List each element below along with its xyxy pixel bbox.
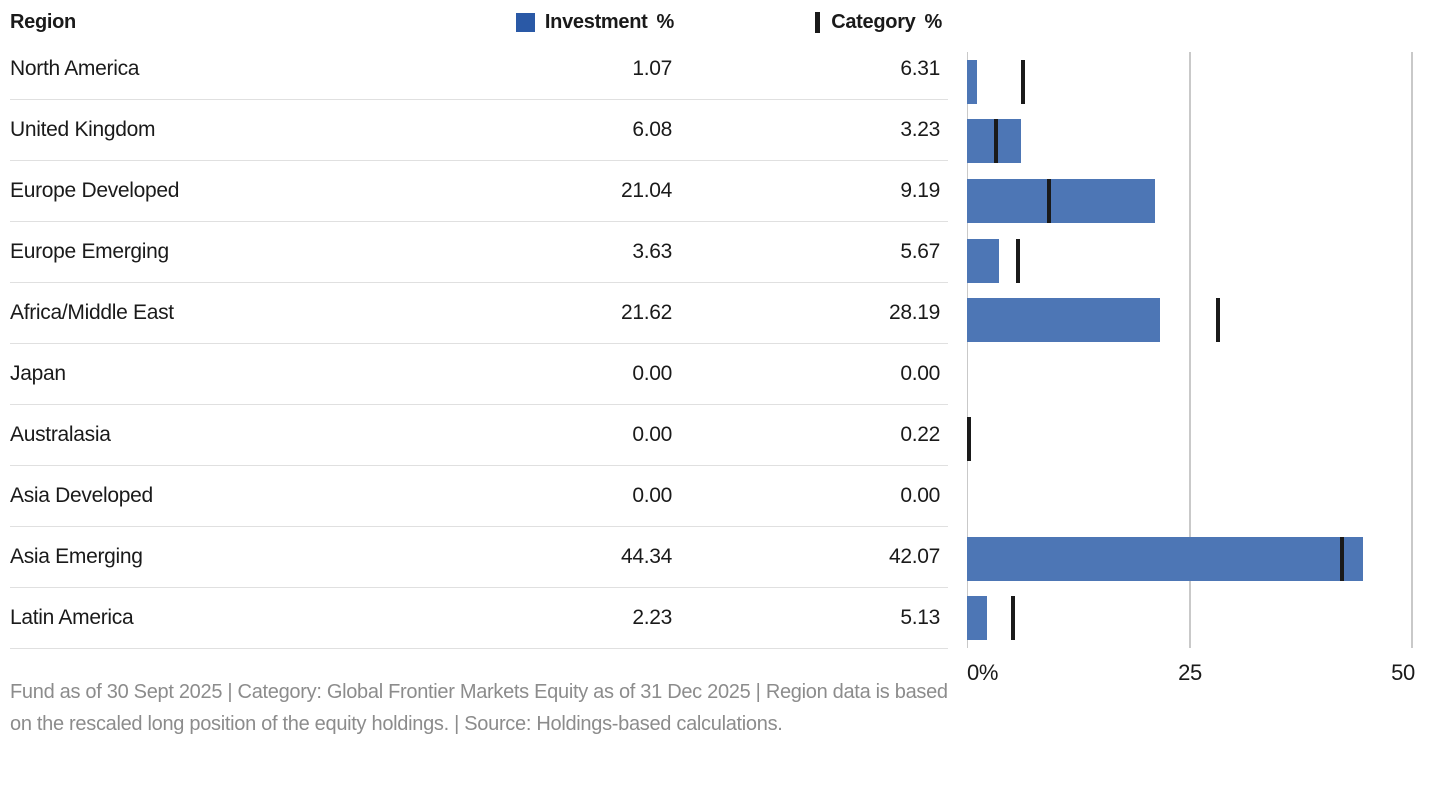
region-name: Europe Emerging [10, 240, 169, 263]
investment-swatch-icon [515, 13, 535, 32]
legend-category-unit: % [924, 11, 943, 33]
category-tick [1216, 298, 1221, 343]
footnote-text: Fund as of 30 Sept 2025 | Category: Glob… [10, 681, 948, 735]
region-name: North America [10, 57, 140, 80]
table-row: North America 1.07 6.31 [10, 39, 948, 100]
investment-value: 0.00 [632, 423, 672, 446]
investment-bar [967, 178, 1155, 223]
category-tick [993, 119, 998, 164]
category-tick [1010, 596, 1015, 641]
category-swatch-icon [815, 12, 821, 33]
region-name: Asia Developed [10, 484, 153, 507]
table-row: Europe Emerging 3.63 5.67 [10, 222, 948, 283]
category-value: 6.31 [900, 57, 940, 80]
category-value: 5.67 [900, 240, 940, 263]
region-name: United Kingdom [10, 118, 156, 141]
region-name: Japan [10, 362, 66, 385]
category-value: 0.00 [900, 484, 940, 507]
chart-band [967, 52, 1413, 112]
region-exposure-table: Region Investment % Category % North Ame… [10, 6, 948, 649]
legend-category: Category % [680, 11, 948, 34]
table-row: United Kingdom 6.08 3.23 [10, 100, 948, 161]
category-tick [1046, 178, 1051, 223]
investment-bar [967, 298, 1160, 343]
region-name: Europe Developed [10, 179, 180, 202]
investment-value: 0.00 [632, 484, 672, 507]
category-value: 28.19 [888, 301, 940, 324]
category-tick [1015, 238, 1020, 283]
category-value: 5.13 [900, 606, 940, 629]
investment-bar [967, 596, 987, 641]
chart-band [967, 588, 1413, 648]
region-name: Asia Emerging [10, 545, 143, 568]
table-row: Asia Emerging 44.34 42.07 [10, 527, 948, 588]
investment-value: 21.04 [620, 179, 672, 202]
gridline-50 [1411, 52, 1413, 648]
investment-bar [967, 238, 1000, 283]
table-row: Africa/Middle East 21.62 28.19 [10, 283, 948, 344]
investment-bar [967, 536, 1363, 581]
table-row: Europe Developed 21.04 9.19 [10, 161, 948, 222]
chart-band [967, 231, 1413, 291]
category-value: 0.00 [900, 362, 940, 385]
investment-value: 6.08 [632, 118, 672, 141]
table-row: Australasia 0.00 0.22 [10, 405, 948, 466]
chart-band [967, 112, 1413, 172]
category-tick [1021, 59, 1026, 104]
region-name: Africa/Middle East [10, 301, 174, 324]
region-name: Australasia [10, 423, 111, 446]
gridline-25 [1189, 52, 1191, 648]
chart-band [967, 410, 1413, 470]
investment-bar [967, 59, 977, 104]
x-axis: 0% 25 50 [967, 660, 1417, 686]
x-tick-label-0: 0% [967, 660, 999, 685]
chart-band [967, 290, 1413, 350]
investment-value: 0.00 [632, 362, 672, 385]
column-header-region: Region [10, 11, 76, 33]
chart-band [967, 469, 1413, 529]
x-tick-label-25: 25 [1178, 660, 1202, 685]
chart-band [967, 350, 1413, 410]
x-tick-label-50: 50 [1391, 660, 1415, 685]
category-value: 42.07 [888, 545, 940, 568]
legend-investment-unit: % [656, 11, 675, 33]
region-bar-chart [967, 52, 1413, 648]
investment-value: 44.34 [620, 545, 672, 568]
category-value: 3.23 [900, 118, 940, 141]
table-row: Japan 0.00 0.00 [10, 344, 948, 405]
investment-value: 3.63 [632, 240, 672, 263]
category-tick [967, 417, 971, 462]
investment-value: 21.62 [620, 301, 672, 324]
legend-investment-label: Investment [544, 11, 648, 33]
category-tick [1340, 536, 1345, 581]
table-row: Latin America 2.23 5.13 [10, 588, 948, 649]
gridline-0 [967, 52, 968, 648]
table-header: Region Investment % Category % [10, 6, 948, 39]
legend-investment: Investment % [490, 11, 680, 34]
legend-category-label: Category [831, 11, 916, 33]
investment-value: 1.07 [632, 57, 672, 80]
table-row: Asia Developed 0.00 0.00 [10, 466, 948, 527]
chart-band [967, 529, 1413, 589]
chart-band [967, 171, 1413, 231]
category-value: 9.19 [900, 179, 940, 202]
region-name: Latin America [10, 606, 134, 629]
table-body: North America 1.07 6.31 United Kingdom 6.08 3… [10, 39, 948, 649]
investment-value: 2.23 [632, 606, 672, 629]
category-value: 0.22 [900, 423, 940, 446]
